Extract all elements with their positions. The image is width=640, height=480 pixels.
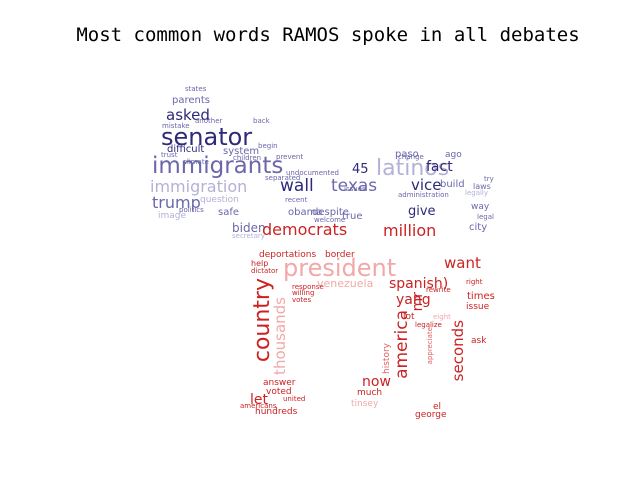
cloud-word: begin — [258, 142, 278, 150]
cloud-word: children — [233, 154, 262, 162]
cloud-word: votes — [292, 296, 312, 304]
cloud-word: separated — [265, 174, 301, 182]
cloud-word: latinos — [376, 156, 450, 181]
cloud-word: legalize — [415, 321, 442, 329]
cloud-word: seconds — [449, 320, 467, 382]
cloud-word: wall — [280, 176, 314, 196]
cloud-word: paso — [395, 149, 419, 160]
cloud-word: system — [223, 146, 260, 157]
cloud-word: history — [382, 343, 392, 374]
cloud-word: trust — [161, 151, 178, 159]
cloud-word: parents — [172, 95, 210, 106]
cloud-word: hundreds — [255, 407, 298, 417]
cloud-word: states — [185, 85, 207, 93]
cloud-word: much — [357, 388, 383, 398]
cloud-word: give — [408, 204, 436, 219]
cloud-word: administration — [398, 191, 449, 199]
cloud-word: change — [398, 153, 424, 161]
cloud-word: yang — [396, 292, 431, 308]
cloud-word: build — [440, 179, 465, 190]
cloud-word: climate — [183, 158, 209, 166]
cloud-word: true — [342, 211, 363, 222]
cloud-word: spanish) — [389, 276, 449, 292]
cloud-word: prevent — [276, 153, 304, 161]
cloud-word: right — [466, 278, 483, 286]
cloud-word: senator — [161, 123, 253, 151]
cloud-word: democrats — [262, 220, 348, 239]
cloud-word: help — [251, 259, 269, 268]
cloud-word: mr — [410, 292, 426, 312]
cloud-word: legal — [477, 213, 494, 221]
cloud-word: trump — [152, 193, 201, 212]
cloud-word: willing — [292, 289, 315, 297]
cloud-word: americans — [240, 402, 277, 410]
cloud-word: back — [253, 117, 270, 125]
cloud-word: let — [250, 392, 268, 408]
cloud-word: despite — [312, 207, 349, 218]
cloud-word: want — [444, 254, 481, 272]
cloud-word: tinsey — [351, 399, 379, 409]
cloud-word: legally — [465, 189, 489, 197]
cloud-word: million — [383, 221, 437, 240]
cloud-word: appreciate — [426, 327, 434, 365]
cloud-word: recent — [285, 196, 308, 204]
cloud-word: ask — [471, 336, 487, 346]
cloud-word: undocumented — [286, 169, 339, 177]
cloud-word: issue — [466, 302, 490, 312]
cloud-word: question — [200, 195, 239, 205]
cloud-word: ago — [445, 150, 462, 160]
cloud-word: try — [484, 175, 494, 183]
cloud-word: another — [195, 117, 223, 125]
cloud-word: 45 — [352, 162, 369, 177]
cloud-word: texas — [331, 176, 378, 196]
cloud-word: united — [283, 395, 306, 403]
cloud-word: mistake — [162, 122, 190, 130]
cloud-word: answer — [263, 378, 296, 388]
cloud-word: eight — [433, 313, 451, 321]
cloud-word: deportations — [259, 250, 317, 260]
cloud-word: thousands — [271, 297, 289, 375]
cloud-word: president — [283, 254, 397, 282]
cloud-word: voted — [266, 387, 292, 397]
cloud-word: difficult — [167, 144, 205, 155]
cloud-word: immigration — [150, 177, 248, 196]
cloud-word: response — [292, 283, 324, 291]
cloud-word: biden — [232, 221, 266, 235]
cloud-word: image — [158, 211, 187, 221]
chart-title: Most common words RAMOS spoke in all deb… — [76, 24, 580, 46]
cloud-word: issues — [344, 185, 366, 193]
cloud-word: welcome — [314, 216, 346, 224]
cloud-word: secretary — [232, 232, 265, 240]
cloud-word: safe — [218, 207, 240, 218]
cloud-word: border — [325, 250, 355, 260]
cloud-word: lot — [403, 312, 415, 322]
cloud-word: dictator — [251, 267, 279, 275]
cloud-word: politics — [179, 206, 204, 214]
cloud-word: obama — [288, 207, 323, 218]
cloud-word: asked — [166, 106, 210, 124]
cloud-word: george — [415, 410, 447, 420]
cloud-word: el — [433, 402, 442, 412]
cloud-word: rewrite — [426, 286, 451, 294]
cloud-word: times — [467, 291, 495, 302]
cloud-word: venezuela — [317, 277, 374, 290]
cloud-word: vice — [411, 176, 442, 194]
cloud-word: immigrants — [152, 153, 284, 179]
cloud-word: now — [362, 374, 391, 390]
cloud-word: city — [469, 222, 488, 233]
cloud-word: way — [471, 202, 490, 212]
cloud-word: laws — [473, 182, 491, 191]
cloud-word: fact — [426, 159, 453, 175]
